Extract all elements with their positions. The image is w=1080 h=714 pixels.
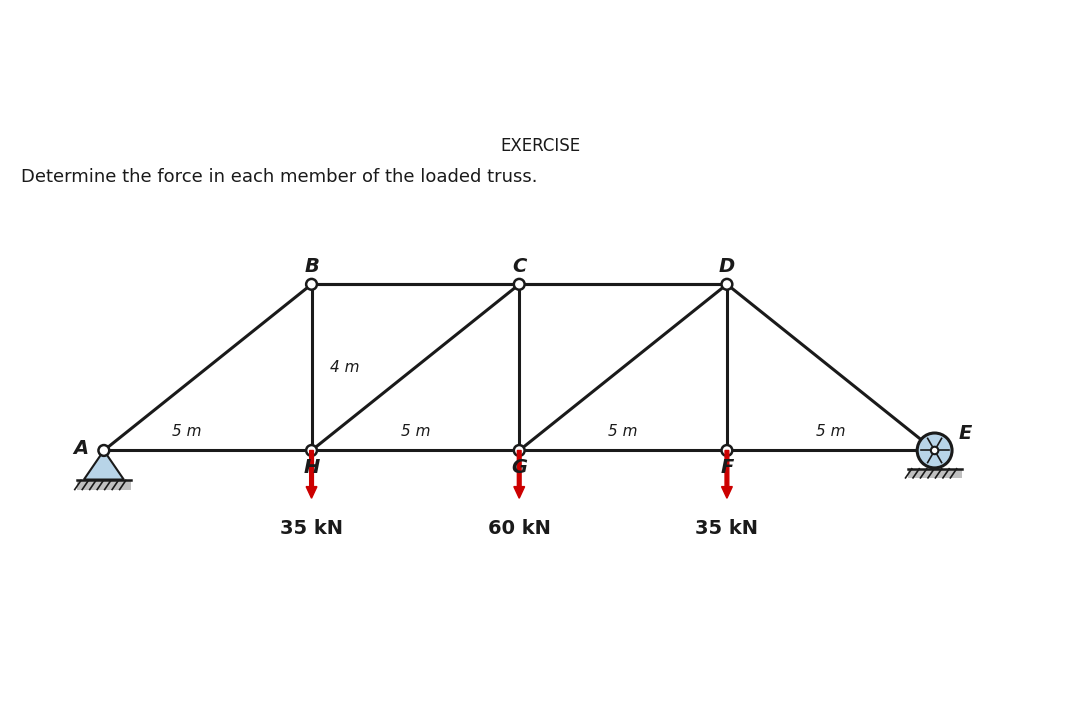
Text: 35 kN: 35 kN [280, 519, 343, 538]
Text: EXERCISE: EXERCISE [500, 137, 580, 155]
FancyArrow shape [306, 451, 316, 498]
Text: 35 kN: 35 kN [696, 519, 758, 538]
FancyArrow shape [721, 451, 732, 498]
Bar [907, 468, 961, 478]
FancyArrow shape [514, 451, 525, 498]
Circle shape [514, 445, 525, 456]
Circle shape [721, 279, 732, 290]
Text: D: D [719, 257, 735, 276]
Circle shape [917, 433, 953, 468]
Text: G: G [511, 458, 527, 478]
Text: 5 m: 5 m [608, 424, 638, 439]
Text: C: C [512, 257, 526, 276]
Text: A: A [73, 439, 89, 458]
Bar [77, 481, 131, 490]
Polygon shape [84, 451, 124, 480]
Text: Determine the force in each member of the loaded truss.: Determine the force in each member of th… [21, 168, 537, 186]
Circle shape [306, 445, 316, 456]
Text: B: B [305, 257, 319, 276]
Text: 5 m: 5 m [401, 424, 430, 439]
Text: E: E [959, 423, 972, 443]
Text: 5 m: 5 m [816, 424, 846, 439]
Circle shape [721, 445, 732, 456]
Text: 60 kN: 60 kN [488, 519, 551, 538]
Circle shape [514, 279, 525, 290]
Circle shape [98, 445, 109, 456]
Text: 5 m: 5 m [172, 424, 202, 439]
Text: F: F [720, 458, 733, 478]
Circle shape [931, 447, 939, 454]
Text: H: H [303, 458, 320, 478]
Circle shape [306, 279, 316, 290]
Text: 4 m: 4 m [330, 360, 360, 375]
